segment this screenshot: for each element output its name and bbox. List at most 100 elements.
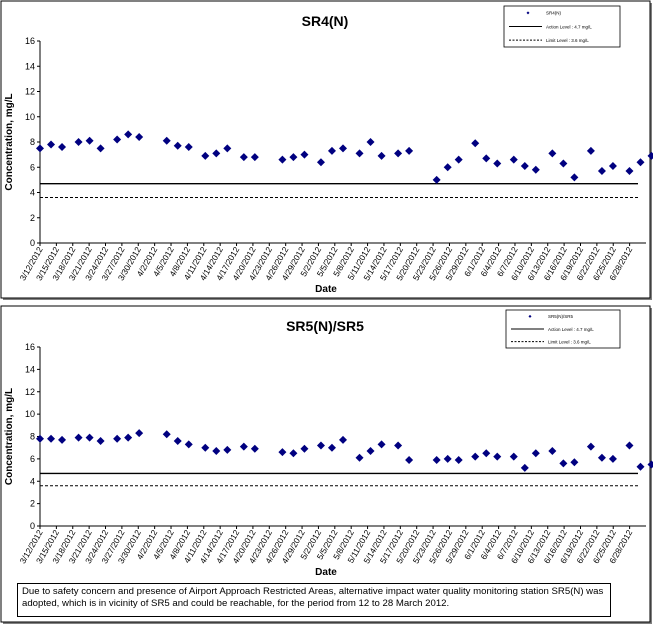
data-point xyxy=(162,136,171,145)
data-point xyxy=(625,441,634,450)
y-tick-label: 16 xyxy=(25,36,35,46)
data-point xyxy=(471,139,480,148)
data-point xyxy=(647,460,653,469)
legend-marker xyxy=(526,11,530,15)
y-tick-label: 0 xyxy=(30,521,35,531)
data-point xyxy=(520,463,529,472)
data-point xyxy=(173,141,182,150)
data-point xyxy=(201,151,210,160)
data-point xyxy=(58,143,67,152)
data-point xyxy=(570,458,579,467)
data-point xyxy=(201,443,210,452)
y-tick-label: 6 xyxy=(30,162,35,172)
data-point xyxy=(493,159,502,168)
data-point xyxy=(135,429,144,438)
data-point xyxy=(300,150,309,159)
data-point xyxy=(212,447,221,456)
data-point xyxy=(355,453,364,462)
data-point xyxy=(405,146,414,155)
data-point xyxy=(250,153,259,162)
data-point xyxy=(113,434,122,443)
chart-title: SR5(N)/SR5 xyxy=(286,318,364,334)
data-point xyxy=(559,459,568,468)
y-tick-label: 8 xyxy=(30,137,35,147)
data-point xyxy=(531,449,540,458)
data-point xyxy=(432,175,441,184)
legend-entry: Action Level : 4.7 mg/L xyxy=(546,24,592,29)
data-point xyxy=(173,436,182,445)
data-point xyxy=(570,173,579,182)
footnote: Due to safety concern and presence of Ai… xyxy=(17,583,611,617)
data-point xyxy=(454,155,463,164)
data-point xyxy=(113,135,122,144)
y-tick-label: 16 xyxy=(25,342,35,352)
data-point xyxy=(509,155,518,164)
data-point xyxy=(316,158,325,167)
data-point xyxy=(454,455,463,464)
data-point xyxy=(559,159,568,168)
data-point xyxy=(597,453,606,462)
data-point xyxy=(85,433,94,442)
data-point xyxy=(58,435,67,444)
data-point xyxy=(278,155,287,164)
data-point xyxy=(212,149,221,158)
data-point xyxy=(493,452,502,461)
legend-entry: Action Level : 4.7 mg/L xyxy=(548,327,594,332)
data-point xyxy=(366,138,375,146)
data-point xyxy=(636,158,645,167)
data-point xyxy=(405,455,414,464)
data-point xyxy=(608,454,617,463)
data-point xyxy=(289,449,298,458)
panel-border xyxy=(0,0,651,299)
data-point xyxy=(47,140,56,149)
data-point xyxy=(339,435,347,444)
data-point xyxy=(394,441,403,450)
y-tick-label: 12 xyxy=(25,87,35,97)
legend-marker xyxy=(528,314,532,318)
legend-entry: SR4(N) xyxy=(546,11,562,16)
data-point xyxy=(443,454,452,463)
data-point xyxy=(377,440,386,449)
data-point xyxy=(47,434,56,443)
data-point xyxy=(96,436,105,445)
data-point xyxy=(608,161,617,170)
x-axis-label: Date xyxy=(315,567,337,578)
legend: SR5(N)/SR5 Action Level : 4.7 mg/L Limit L… xyxy=(505,309,621,349)
data-point xyxy=(471,452,480,461)
data-point xyxy=(482,449,491,458)
y-tick-label: 10 xyxy=(25,112,35,122)
data-point xyxy=(85,136,94,145)
data-point xyxy=(597,167,606,176)
y-tick-label: 2 xyxy=(30,499,35,509)
y-axis-label: Concentration, mg/L xyxy=(4,93,15,190)
data-point xyxy=(124,130,133,139)
data-point xyxy=(443,163,452,172)
data-point xyxy=(74,138,83,146)
data-point xyxy=(316,441,325,450)
data-point xyxy=(223,144,232,153)
data-point xyxy=(625,167,634,176)
data-point xyxy=(184,143,193,152)
y-tick-label: 2 xyxy=(30,213,35,223)
data-point xyxy=(531,165,540,174)
data-point xyxy=(278,448,287,457)
data-point xyxy=(36,144,44,153)
data-point xyxy=(377,151,386,160)
data-point xyxy=(239,442,248,451)
legend: SR4(N) Action Level : 4.7 mg/L Limit Level… xyxy=(503,5,621,48)
data-point xyxy=(339,144,347,153)
data-point xyxy=(184,440,193,449)
data-point xyxy=(586,442,595,451)
data-point xyxy=(509,452,518,461)
legend-entry: Limit Level : 3.6 mg/L xyxy=(548,339,591,344)
y-tick-label: 4 xyxy=(30,188,35,198)
legend-entry: Limit Level : 3.6 mg/L xyxy=(546,38,589,43)
data-point xyxy=(36,434,44,443)
y-tick-label: 8 xyxy=(30,432,35,442)
y-axis-label: Concentration, mg/L xyxy=(4,388,15,485)
data-point xyxy=(432,455,441,464)
data-point xyxy=(548,149,557,158)
y-tick-label: 12 xyxy=(25,387,35,397)
